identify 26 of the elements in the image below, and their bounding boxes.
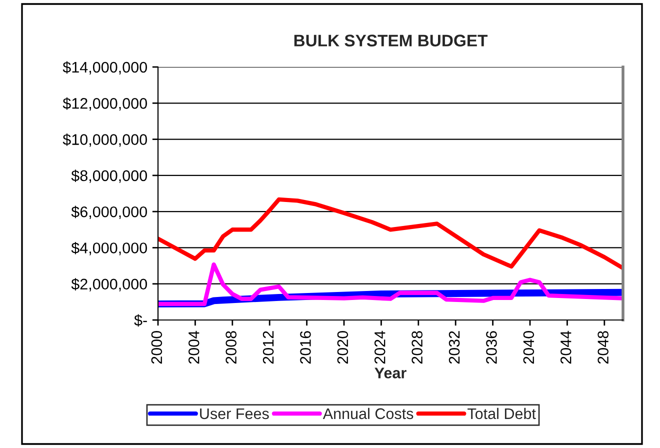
y-tick-label: $- [134,314,147,327]
y-tick-label: $10,000,000 [62,134,147,147]
x-tick-label: 2044 [560,330,572,364]
y-tick-label: $4,000,000 [71,242,147,256]
y-tick-label: $14,000,000 [62,61,147,74]
y-tick-label: $6,000,000 [71,206,147,220]
legend-label: User Fees [200,408,269,420]
legend-label: Annual Costs [322,408,414,420]
x-tick-label: 2024 [374,330,386,364]
x-tick-label: 2020 [337,331,348,364]
x-tick-label: 2036 [486,331,497,364]
x-tick-label: 2032 [448,331,460,364]
y-tick-label: $2,000,000 [71,278,147,292]
x-tick-label: 2008 [226,331,236,364]
legend-label: Total Debt [468,408,536,420]
chart-title: BULK SYSTEM BUDGET [294,34,488,46]
y-tick-label: $12,000,000 [62,97,147,111]
x-tick-label: 2048 [598,331,608,364]
x-tick-label: 2004 [188,330,200,364]
x-tick-label: 2040 [523,331,534,364]
x-tick-label: 2012 [262,331,274,364]
x-axis-title: Year [374,368,406,378]
x-tick-label: 2028 [412,331,422,364]
x-tick-label: 2016 [300,331,311,364]
x-tick-label: 2000 [151,331,162,364]
y-tick-label: $8,000,000 [71,170,147,183]
